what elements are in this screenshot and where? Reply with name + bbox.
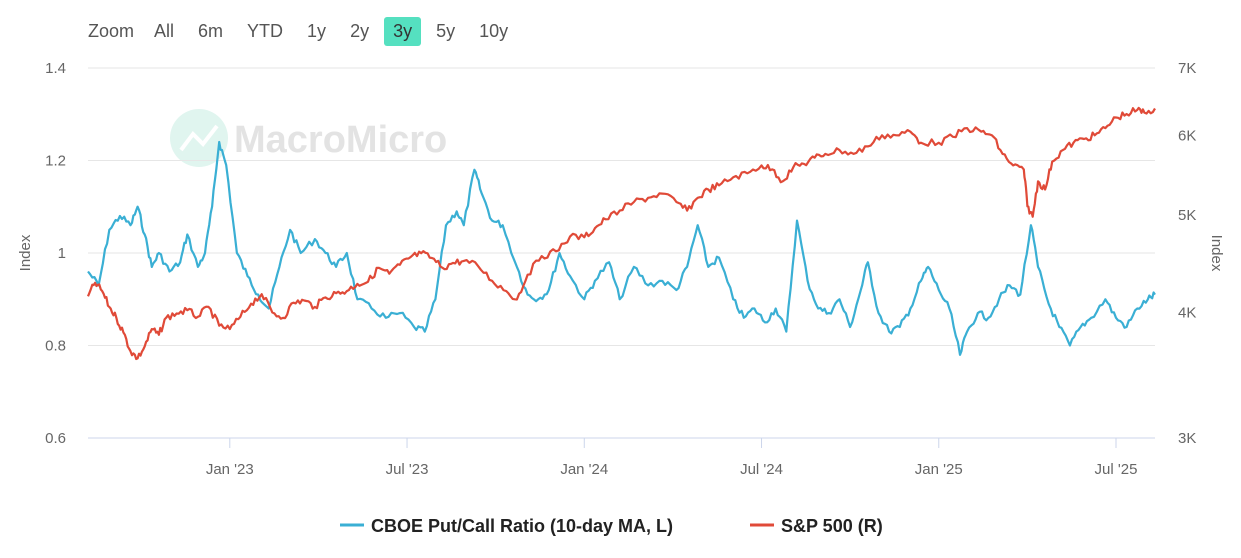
legend-sp500[interactable]: S&P 500 (R) bbox=[781, 516, 883, 536]
left-tick-label: 0.8 bbox=[45, 338, 66, 355]
zoom-button-2y[interactable]: 2y bbox=[350, 20, 370, 41]
right-axis-title: Index bbox=[1208, 235, 1225, 272]
series-line-sp500[interactable] bbox=[86, 106, 1156, 361]
zoom-button-ytd[interactable]: YTD bbox=[247, 20, 284, 41]
zoom-bar: Zoom All 6m YTD 1y 2y 3y 5y 10y bbox=[80, 14, 520, 48]
zoom-button-all[interactable]: All bbox=[154, 20, 175, 41]
zoom-button-10y[interactable]: 10y bbox=[479, 20, 509, 41]
x-axis: Jan '23 Jul '23 Jan '24 Jul '24 Jan '25 Jul '… bbox=[206, 438, 1138, 478]
left-tick-label: 1 bbox=[58, 245, 66, 262]
legend-put-call[interactable]: CBOE Put/Call Ratio (10-day MA, L) bbox=[371, 516, 673, 536]
grid bbox=[88, 67, 1155, 439]
x-tick-label: Jul '24 bbox=[740, 461, 783, 478]
left-axis: 1.4 1.2 1 0.8 0.6 bbox=[45, 60, 66, 447]
zoom-button-6m[interactable]: 6m bbox=[198, 20, 224, 41]
watermark-text: MacroMicro bbox=[234, 119, 447, 161]
right-tick-label: 4K bbox=[1178, 304, 1196, 321]
zoom-button-1y[interactable]: 1y bbox=[307, 20, 327, 41]
legend[interactable]: CBOE Put/Call Ratio (10-day MA, L) S&P 5… bbox=[340, 516, 883, 536]
right-axis: 7K 6K 5K 4K 3K bbox=[1178, 60, 1196, 447]
left-tick-label: 1.2 bbox=[45, 153, 66, 170]
right-tick-label: 7K bbox=[1178, 60, 1196, 77]
x-tick-label: Jan '24 bbox=[560, 461, 608, 478]
x-tick-label: Jul '25 bbox=[1095, 461, 1138, 478]
right-tick-label: 5K bbox=[1178, 207, 1196, 224]
series-line-put-call[interactable] bbox=[87, 140, 1156, 356]
left-axis-title: Index bbox=[17, 234, 34, 271]
x-tick-label: Jul '23 bbox=[386, 461, 429, 478]
right-tick-label: 3K bbox=[1178, 430, 1196, 447]
watermark: MacroMicro bbox=[170, 109, 447, 167]
zoom-button-3y[interactable]: 3y bbox=[384, 16, 422, 46]
left-tick-label: 1.4 bbox=[45, 60, 66, 77]
logo-trend-icon bbox=[179, 124, 219, 152]
zoom-label: Zoom bbox=[88, 20, 135, 41]
left-tick-label: 0.6 bbox=[45, 430, 66, 447]
right-tick-label: 6K bbox=[1178, 127, 1196, 144]
series-layer bbox=[86, 106, 1156, 361]
zoom-button-5y[interactable]: 5y bbox=[436, 20, 456, 41]
x-tick-label: Jan '23 bbox=[206, 461, 254, 478]
x-tick-label: Jan '25 bbox=[915, 461, 963, 478]
